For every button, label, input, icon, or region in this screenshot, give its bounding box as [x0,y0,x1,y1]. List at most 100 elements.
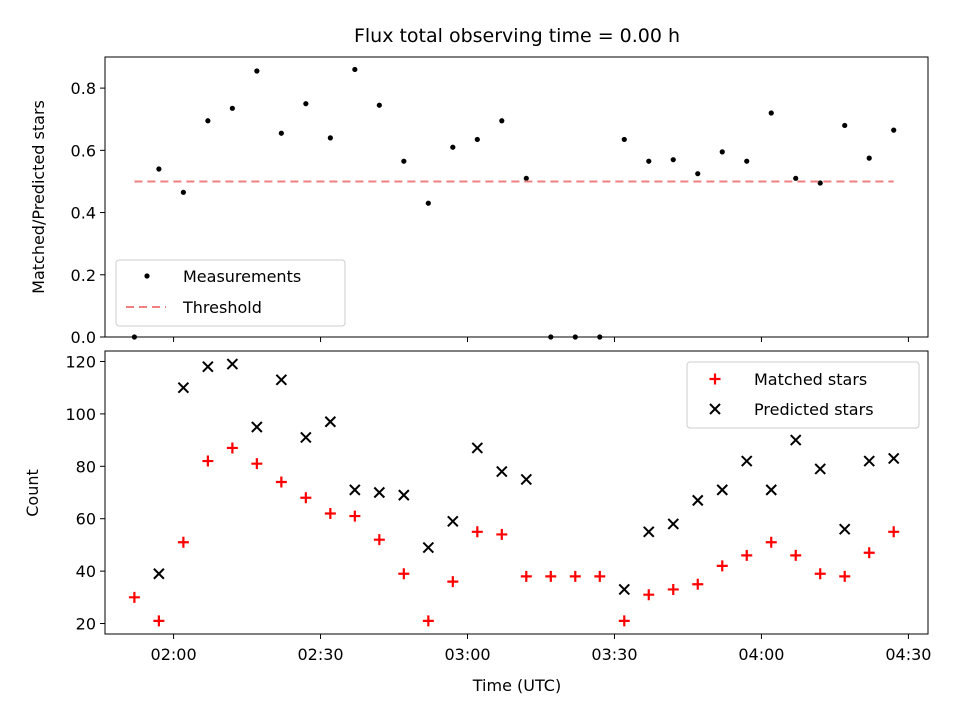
y-tick-label: 0.6 [71,141,96,160]
measurement-point [474,136,480,143]
matched-stars-point [545,570,557,582]
y-tick-label: 120 [65,352,96,371]
measurement-point [450,144,456,150]
predicted-stars-point [177,381,190,394]
x-tick-label: 04:00 [738,645,784,664]
measurement-point [205,118,211,124]
measurement-point [891,127,897,133]
x-tick-label: 04:30 [885,645,931,664]
predicted-stars-point [422,541,435,554]
predicted-stars-point [790,434,802,446]
y-tick-label: 20 [76,615,96,634]
measurement-point [499,118,505,124]
measurement-point [695,171,701,177]
measurement-point [278,130,284,136]
top-panel: 0.0 0.2 0.4 0.6 0.8 Measurements Threshold [71,56,929,347]
bottom-y-axis-label: Count [23,469,42,517]
matched-stars-point [594,570,606,582]
x-tick-label: 03:30 [591,645,637,664]
matched-stars-point [716,560,728,572]
plot-frame [104,350,929,635]
top-y-axis-label: Matched/Predicted stars [29,100,48,294]
plot-frame [104,56,929,338]
legend-measurements-label: Measurements [183,267,301,286]
predicted-stars-point [373,486,386,499]
legend-predicted-label: Predicted stars [754,400,874,419]
y-tick-label: 0.4 [71,204,96,223]
legend-predicted-marker [709,403,721,415]
x-axis-label: Time (UTC) [472,676,561,695]
predicted-stars-point [496,465,508,478]
measurement-point [180,189,186,195]
measurement-point [376,102,382,108]
measurement-point [548,334,554,340]
measurement-point [768,110,774,116]
predicted-stars-point [202,361,214,373]
legend-matched-marker [709,373,721,385]
matched-stars-point [790,549,802,561]
predicted-stars-point [839,523,851,535]
matched-stars-point [569,570,581,582]
legend-threshold-label: Threshold [182,298,262,317]
measurement-point [156,166,162,172]
matched-stars-point [251,458,263,470]
matched-stars-point [839,570,851,582]
predicted-stars-point [275,374,288,386]
measurement-point [327,135,333,141]
y-tick-label: 0.8 [71,79,96,98]
matched-stars-point [275,476,287,488]
legend-matched-label: Matched stars [754,370,867,389]
y-tick-label: 100 [65,405,96,424]
measurement-point [523,175,529,181]
matched-stars-point [153,615,165,627]
measurement-point [229,105,235,111]
measurement-point [817,180,823,186]
matched-stars-point [667,583,679,595]
measurement-point [303,101,309,107]
measurement-point [254,68,260,74]
predicted-stars-point [643,526,655,538]
matched-stars-point [496,528,508,540]
y-tick-label: 40 [76,562,96,581]
predicted-stars-point [618,583,630,596]
predicted-stars-point [667,518,679,530]
matched-stars-point [618,615,630,627]
x-tick-label: 02:30 [297,645,343,664]
predicted-stars-point [226,358,239,370]
measurement-point [597,334,603,340]
predicted-stars-point [349,484,361,496]
matched-stars-point [888,526,900,538]
matched-stars-point [422,615,434,627]
matched-stars-point [814,568,826,580]
measurement-point [719,149,725,155]
predicted-stars-point [251,421,263,433]
measurement-point [646,158,652,164]
matched-stars-point [765,536,777,548]
measurement-point [131,334,137,340]
measurement-point [670,157,676,163]
matched-stars-point [643,589,655,601]
matched-stars-point [692,578,704,590]
measurement-point [621,136,627,143]
matched-stars-point [202,455,214,467]
predicted-stars-point [863,455,875,467]
measurement-point [744,158,750,164]
predicted-stars-point [153,568,165,580]
y-tick-label: 80 [76,457,96,476]
matched-stars-point [520,570,532,582]
predicted-stars-point [814,463,826,475]
matched-stars-point [324,507,336,519]
matched-stars-point [863,547,875,559]
legend-box [115,259,346,327]
matched-stars-point [300,492,312,504]
predicted-stars-point [300,431,312,444]
predicted-stars-point [692,494,704,507]
predicted-stars-point [471,442,484,454]
legend-measurements-marker [144,273,150,279]
measurement-point [793,175,799,181]
measurement-point [842,122,848,129]
matched-stars-point [741,549,753,561]
y-tick-label: 0.2 [71,266,96,285]
bottom-panel: 20 40 60 80 100 120 02:00 02:30 03:00 03:30 04:00 0… [65,350,931,664]
